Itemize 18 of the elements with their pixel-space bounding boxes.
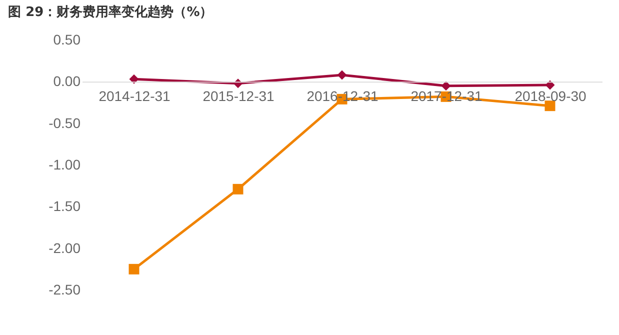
- y-tick-label: -2.50: [48, 282, 81, 298]
- x-tick-label: 2016-12-31: [306, 88, 379, 104]
- x-tick-label: 2018-09-30: [514, 88, 587, 104]
- y-tick-label: -0.50: [48, 114, 81, 131]
- point: [545, 80, 555, 90]
- point: [128, 264, 140, 274]
- y-tick-label: -2.00: [48, 240, 81, 256]
- chart-title: 图 29：财务费用率变化趋势（%）: [8, 4, 213, 20]
- point: [232, 184, 244, 194]
- point: [337, 70, 347, 80]
- y-tick-label: 0.50: [53, 32, 81, 48]
- point: [544, 100, 556, 112]
- y-tick-label: -1.00: [48, 156, 81, 172]
- x-tick-label: 2014-12-31: [98, 88, 171, 104]
- x-tick-label: 2015-12-31: [202, 88, 275, 104]
- y-tick-label: 0.00: [53, 73, 81, 90]
- point: [129, 74, 139, 84]
- y-tick-label: -1.50: [48, 198, 81, 214]
